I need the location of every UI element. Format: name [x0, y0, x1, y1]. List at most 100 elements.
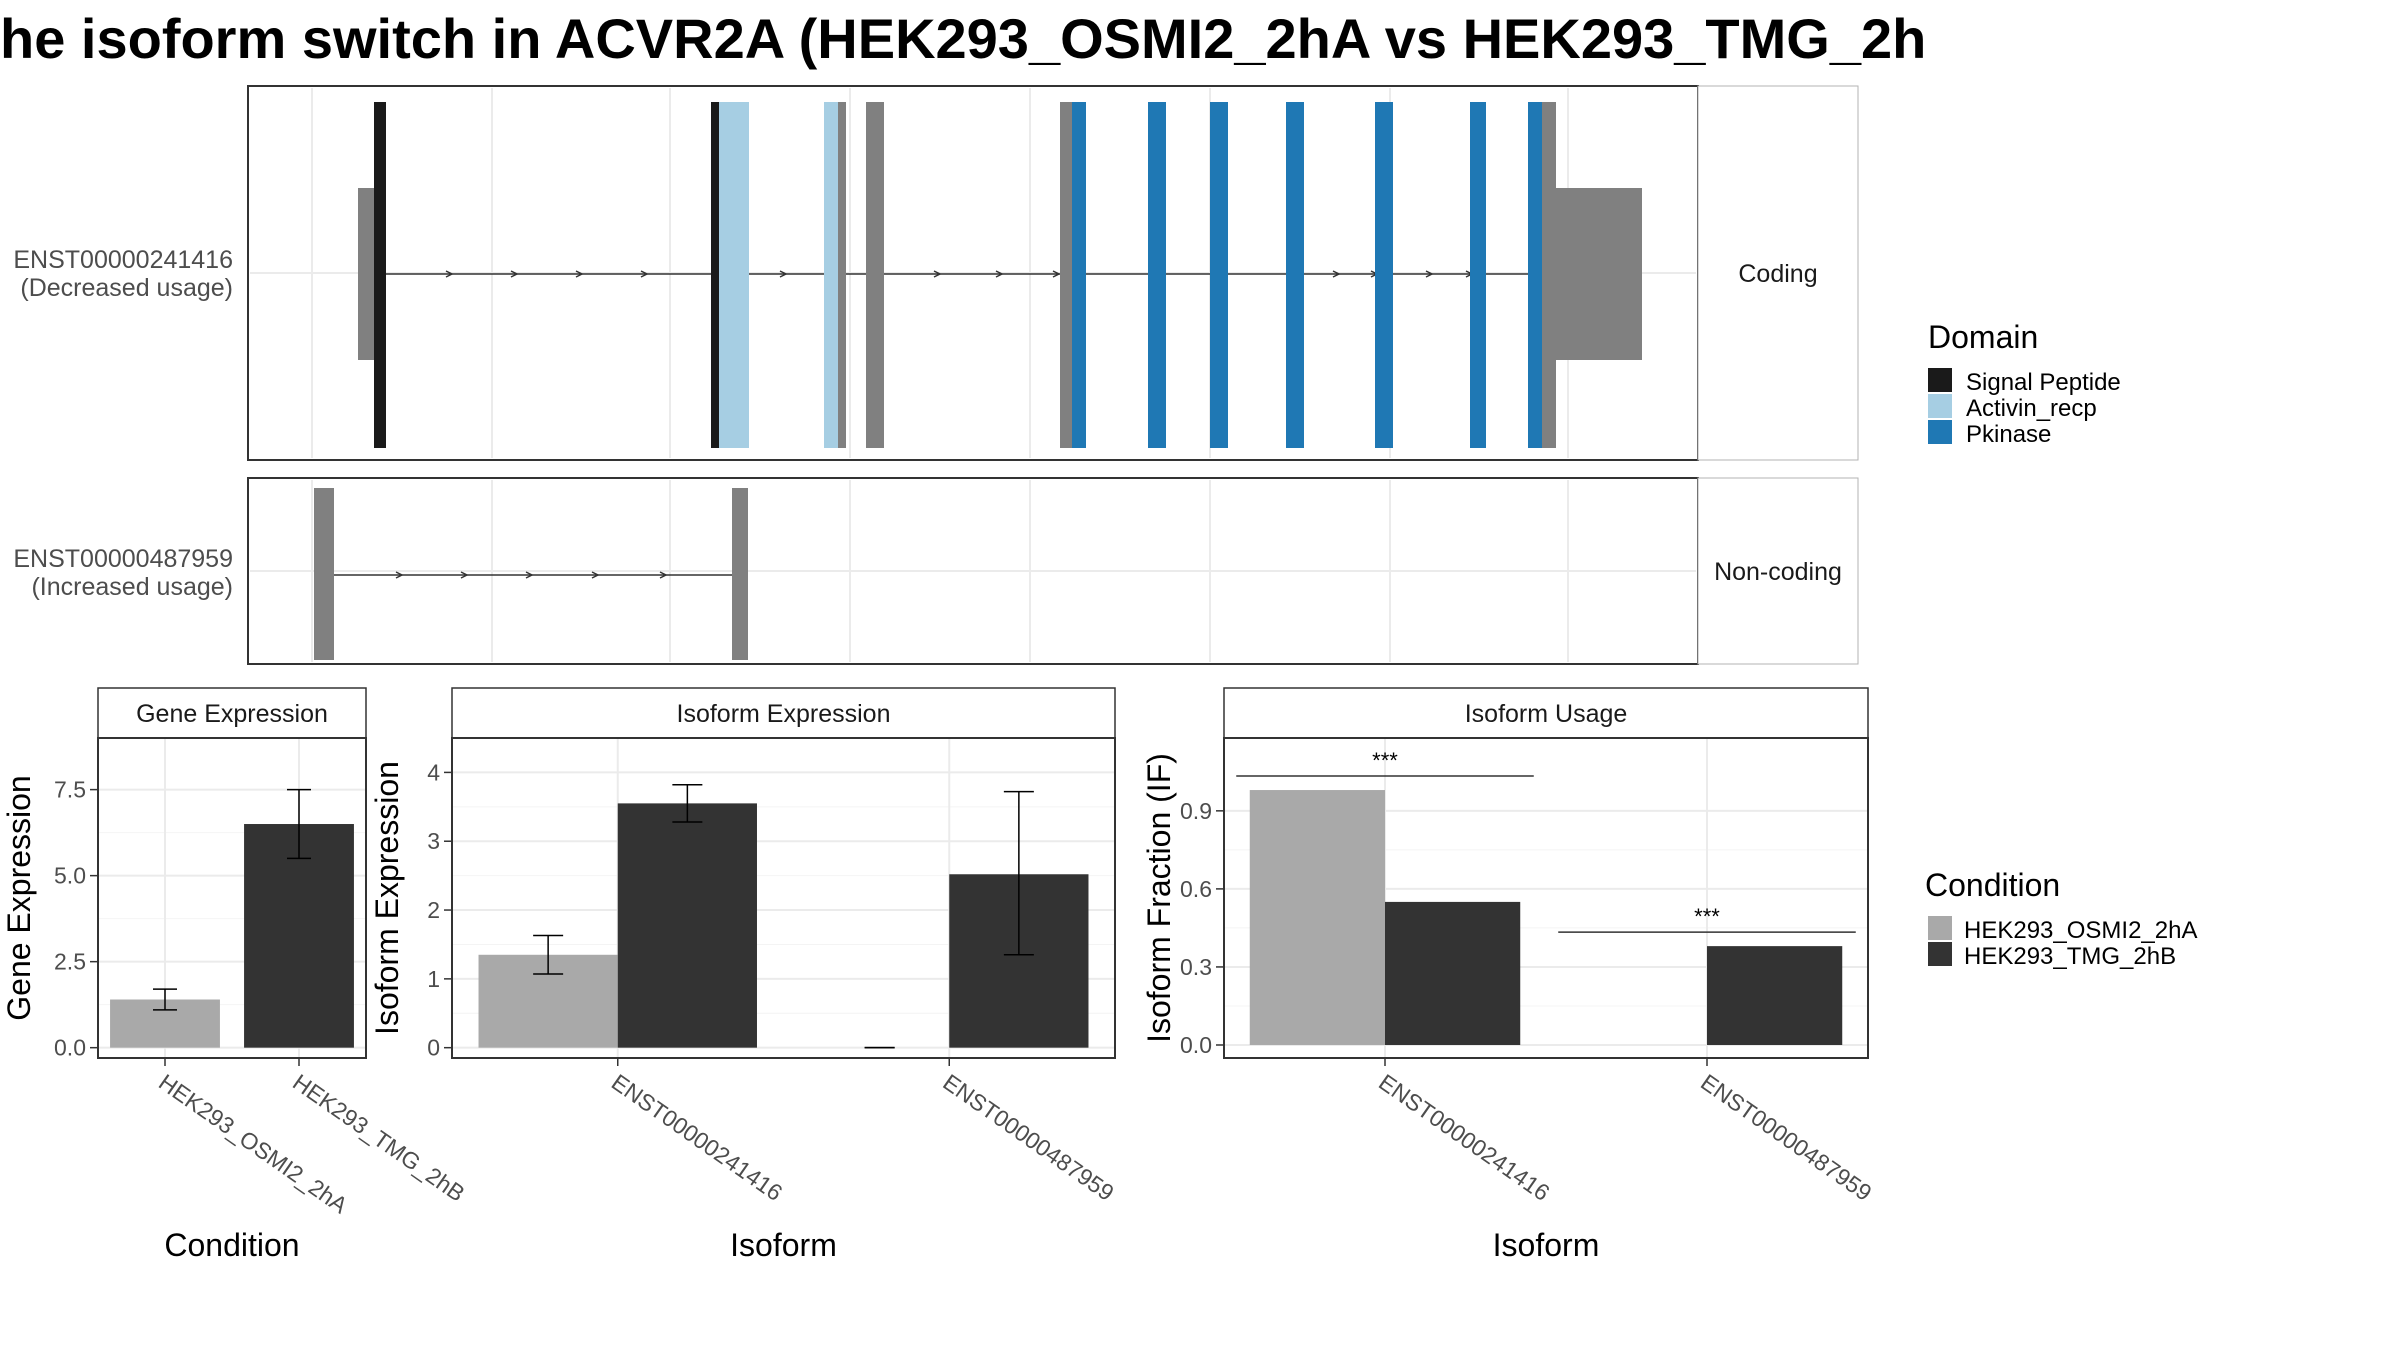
domain-legend-title: Domain [1928, 319, 2038, 355]
figure-title: he isoform switch in ACVR2A (HEK293_OSMI… [0, 7, 1926, 70]
chart-panel-border [1223, 737, 1869, 1059]
legend-label-pkinase: Pkinase [1966, 421, 2051, 448]
legend-swatch-activin-recp [1928, 394, 1952, 418]
chart-panel-border [97, 737, 367, 1059]
intron-direction-arrow [510, 270, 519, 278]
intron-direction-arrow [575, 270, 584, 278]
gene-expression-panel-title: Gene Expression [136, 700, 328, 728]
y-tick-label: 7.5 [54, 777, 86, 803]
y-tick-label: 0.0 [1180, 1032, 1212, 1058]
exon-signal-peptide [711, 102, 719, 448]
condition-legend: Condition HEK293_OSMI2_2hA HEK293_TMG_2h… [1925, 867, 2197, 970]
coding-exon [1542, 102, 1556, 448]
exon-pkinase [1528, 102, 1542, 448]
exon-pkinase [1210, 102, 1228, 448]
chart-panel-border [451, 737, 1116, 1059]
exon-signal-peptide [374, 102, 386, 448]
y-tick-label: 0.9 [1180, 798, 1212, 824]
significance-label: *** [1694, 904, 1720, 929]
intron-direction-arrow [445, 270, 454, 278]
y-tick-label: 2 [427, 897, 440, 923]
isoform-usage-panel-title: Isoform Usage [1465, 700, 1628, 728]
noncoding-exon [732, 488, 748, 660]
intron-direction-arrow [1052, 270, 1061, 278]
significance-label: *** [1372, 748, 1398, 773]
exon-pkinase [1375, 102, 1393, 448]
intron-direction-arrow [1425, 270, 1434, 278]
x-tick-label: ENST00000241416 [1374, 1069, 1554, 1206]
legend-swatch-tmg [1928, 942, 1952, 966]
gene-expression-x-axis-title: Condition [164, 1227, 299, 1263]
chart-strip [97, 687, 367, 739]
bar-ENST00000241416-HEK293_TMG_2hB [1385, 901, 1521, 1045]
intron-direction-arrow [995, 270, 1004, 278]
legend-label-signal-peptide: Signal Peptide [1966, 369, 2121, 396]
legend-label-osmi2: HEK293_OSMI2_2hA [1964, 917, 2197, 944]
utr-exon [358, 188, 374, 360]
gene-expression-y-axis-title: Gene Expression [1, 775, 37, 1020]
y-tick-label: 0.0 [54, 1035, 86, 1061]
legend-swatch-pkinase [1928, 420, 1952, 444]
exon-pkinase [1148, 102, 1166, 448]
x-tick-label: ENST00000487959 [1696, 1069, 1876, 1206]
exon-pkinase [1072, 102, 1086, 448]
exon-activin-recp [824, 102, 838, 448]
condition-legend-title: Condition [1925, 867, 2060, 903]
legend-swatch-signal-peptide [1928, 368, 1952, 392]
domain-legend: Domain Signal Peptide Activin_recp Pkina… [1928, 319, 2121, 448]
coding-exon [866, 102, 884, 448]
x-tick-label: ENST00000241416 [607, 1069, 787, 1206]
y-tick-label: 5.0 [54, 863, 86, 889]
intron-direction-arrow [395, 571, 404, 579]
transcript-structure-panels: Coding ENST00000241416 (Decreased usage)… [13, 85, 1859, 665]
coding-exon [838, 102, 846, 448]
intron-direction-arrow [591, 571, 600, 579]
y-tick-label: 0.3 [1180, 954, 1212, 980]
coding-facet-label: Coding [1738, 260, 1817, 288]
bar-ENST00000241416-HEK293_TMG_2hB [617, 803, 757, 1048]
coding-exon [1060, 102, 1072, 448]
y-tick-label: 1 [427, 966, 440, 992]
noncoding-exon [314, 488, 334, 660]
utr-exon [1556, 188, 1642, 360]
y-tick-label: 4 [427, 759, 440, 785]
y-tick-label: 2.5 [54, 949, 86, 975]
y-tick-label: 0.6 [1180, 876, 1212, 902]
isoform-expression-panel-title: Isoform Expression [677, 700, 891, 728]
chart-strip [451, 687, 1116, 739]
isoform-usage-chart: Isoform Usage *** *** 0.0 0.3 0.6 0.9 ENST00000… [1141, 687, 1877, 1263]
bar-HEK293_TMG_2hB [244, 824, 354, 1048]
isoform-usage-y-axis-title: Isoform Fraction (IF) [1141, 753, 1177, 1043]
exon-pkinase [1286, 102, 1304, 448]
bar-ENST00000487959-HEK293_TMG_2hB [1707, 946, 1843, 1045]
intron-direction-arrow [659, 571, 668, 579]
intron-direction-arrow [779, 270, 788, 278]
intron-direction-arrow [640, 270, 649, 278]
isoform-expression-x-axis-title: Isoform [730, 1227, 837, 1263]
exon-activin-recp [727, 102, 749, 448]
legend-label-activin-recp: Activin_recp [1966, 395, 2097, 422]
coding-facet-strip [1697, 85, 1859, 461]
isoform-1-usage-label: (Decreased usage) [20, 274, 233, 302]
intron-direction-arrow [460, 571, 469, 579]
legend-label-tmg: HEK293_TMG_2hB [1964, 943, 2176, 970]
isoform-2-id-label: ENST00000487959 [13, 545, 233, 573]
transcript-exons [314, 102, 1642, 660]
legend-swatch-osmi2 [1928, 916, 1952, 940]
isoform-expression-y-axis-title: Isoform Expression [369, 761, 405, 1035]
y-tick-label: 0 [427, 1035, 440, 1061]
intron-direction-arrow [933, 270, 942, 278]
bar-ENST00000241416-HEK293_OSMI2_2hA [1249, 790, 1385, 1045]
isoform-1-id-label: ENST00000241416 [13, 246, 233, 274]
noncoding-facet-strip [1697, 477, 1859, 665]
noncoding-facet-label: Non-coding [1714, 558, 1842, 586]
y-tick-label: 3 [427, 828, 440, 854]
x-tick-label: ENST00000487959 [938, 1069, 1118, 1206]
intron-direction-arrow [1332, 270, 1341, 278]
isoform-expression-chart: Isoform Expression 0 1 2 3 4 ENST00000241416 EN… [369, 687, 1119, 1263]
intron-direction-arrow [525, 571, 534, 579]
isoform-usage-x-axis-title: Isoform [1493, 1227, 1600, 1263]
exon-pkinase [1470, 102, 1486, 448]
exon-activin-recp [719, 102, 727, 448]
